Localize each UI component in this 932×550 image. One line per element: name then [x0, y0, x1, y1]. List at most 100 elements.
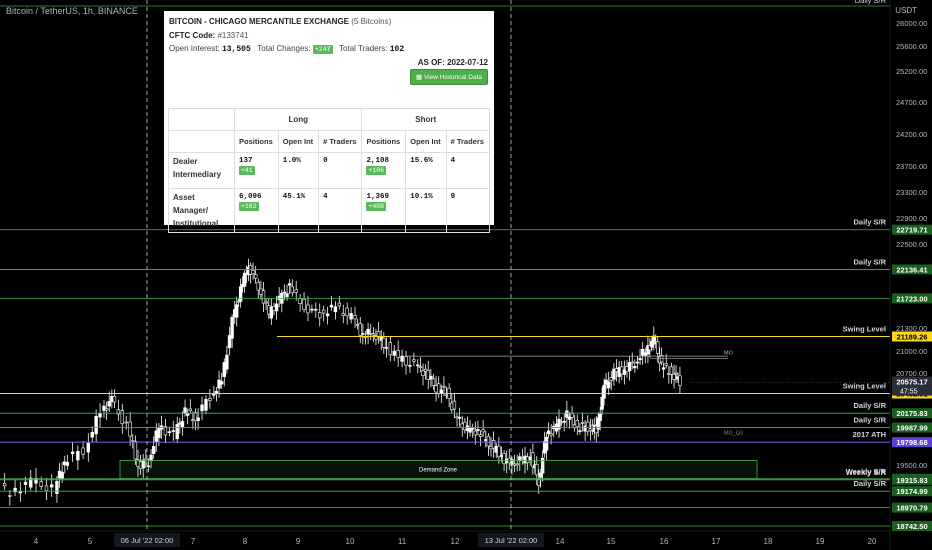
candle-body [540, 457, 545, 474]
candle-body [175, 424, 179, 440]
current-price-box [892, 376, 932, 396]
candle-body [345, 307, 349, 317]
candle-body [531, 452, 535, 468]
candle-body [384, 347, 389, 349]
candle-body [329, 304, 334, 308]
candle-body [149, 454, 153, 461]
candle-body [537, 479, 541, 486]
candle-body [128, 421, 132, 437]
candle-body [412, 359, 416, 362]
candle-body [290, 286, 294, 294]
candle-body [90, 432, 94, 438]
price-tick-label: 25200.00 [896, 67, 927, 76]
candle-body [376, 331, 381, 337]
candle-body [535, 464, 539, 476]
date-tick-label: 19 [816, 537, 825, 546]
candle-body [261, 290, 266, 304]
candle-body [264, 301, 268, 304]
candle-body [575, 420, 580, 428]
price-box-label: 20175.83 [896, 409, 927, 418]
candle-body [652, 335, 656, 342]
candle-body [18, 491, 23, 494]
mo-label: MO [724, 351, 734, 357]
price-tick-label: 20700.00 [896, 369, 927, 378]
candle-body [565, 410, 569, 418]
table-row: Dealer Intermediary 137 +41 1.0% 0 2,108 +1… [168, 152, 491, 189]
candle-body [112, 395, 117, 403]
candle-body [13, 487, 17, 493]
candle-body [366, 328, 370, 335]
candle-body [200, 404, 204, 412]
candle-body [2, 483, 7, 487]
candle-body [678, 375, 682, 386]
candle-body [392, 350, 396, 356]
price-box-label: 19987.99 [896, 424, 927, 433]
candle-body [650, 340, 654, 348]
candle-body [457, 417, 462, 419]
date-tick-label: 5 [88, 537, 93, 546]
price-box-label: 22136.41 [896, 265, 927, 274]
candle-body [287, 283, 292, 286]
candle-body [562, 420, 566, 423]
date-tick-label: 14 [556, 537, 565, 546]
current-price-label: 20575.17 [896, 378, 927, 387]
level-label: Daily S/R [853, 218, 886, 227]
candle-body [408, 365, 412, 367]
candle-body [60, 471, 64, 480]
candle-body [29, 477, 33, 488]
candle-body [183, 407, 187, 414]
candle-body [396, 350, 400, 358]
candle-body [163, 426, 168, 436]
level-label: Daily S/R [853, 479, 886, 488]
date-tick-label: 20 [868, 537, 877, 546]
candle-body [602, 384, 606, 399]
price-box [892, 474, 932, 485]
price-box-label: 19315.83 [896, 476, 927, 485]
candle-body [188, 408, 192, 412]
candle-body [544, 436, 549, 451]
candle-body [341, 313, 345, 316]
panel-title: BITCOIN - CHICAGO MERCANTILE EXCHANGE (5… [169, 17, 392, 26]
candle-body [672, 373, 676, 380]
view-historical-data-button[interactable]: ▦ View Historical Data [410, 69, 488, 85]
candle-body [269, 306, 274, 319]
candle-body [49, 484, 54, 488]
candle-body [65, 462, 70, 466]
candle-body [481, 429, 485, 433]
price-box-label: 18970.79 [896, 504, 927, 513]
candle-body [429, 375, 433, 380]
cursor-date-box [114, 533, 180, 547]
candle-body [306, 304, 310, 314]
candle-body [648, 345, 652, 351]
candle-body [431, 378, 436, 386]
candle-body [640, 348, 645, 356]
candle-body [349, 313, 353, 320]
price-tick-label: 23300.00 [896, 188, 927, 197]
price-box [892, 264, 932, 275]
candle-body [185, 413, 190, 416]
level-label: Weekly S/R [846, 467, 887, 476]
candle-body [116, 409, 121, 415]
candle-body [70, 451, 75, 455]
candle-body [214, 390, 219, 394]
candle-body [196, 417, 200, 422]
candle-body [321, 309, 326, 314]
candle-body [478, 434, 483, 437]
candle-body [361, 333, 365, 335]
candle-body [656, 341, 660, 354]
price-box [892, 293, 932, 304]
price-box-label: 19798.68 [896, 438, 927, 447]
candle-body [471, 427, 475, 430]
candle-body [635, 361, 640, 364]
candle-body [388, 342, 393, 356]
candle-body [598, 413, 602, 421]
date-tick-label: 17 [712, 537, 721, 546]
candle-body [502, 452, 506, 465]
candle-body [674, 372, 678, 375]
candle-body [151, 445, 156, 454]
candle-body [55, 481, 59, 494]
candle-body [633, 366, 637, 369]
changes-badge: +247 [312, 45, 333, 54]
candle-body [124, 421, 128, 424]
